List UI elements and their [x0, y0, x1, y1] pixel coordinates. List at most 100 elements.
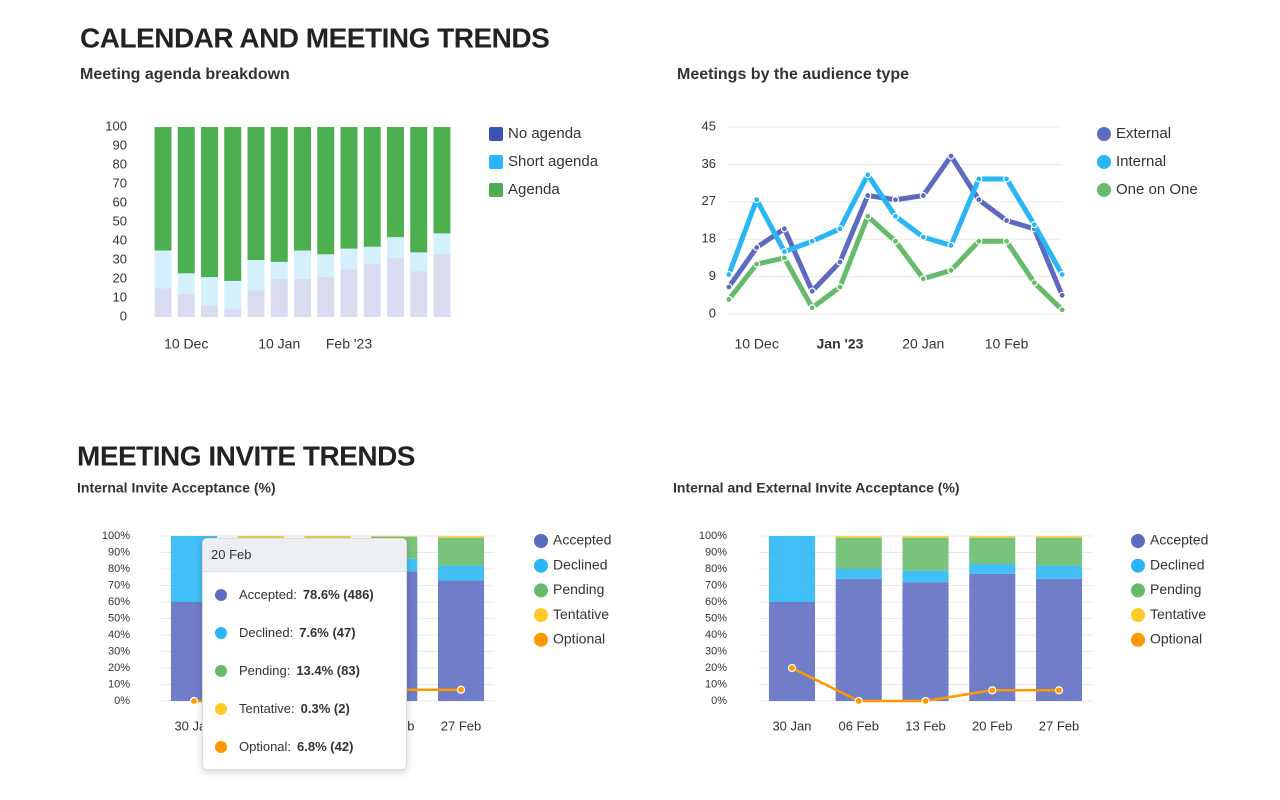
x-tick-label: 27 Feb	[1039, 718, 1079, 733]
tooltip-marker	[215, 741, 227, 753]
legend-label: Pending	[1150, 581, 1201, 597]
legend-marker	[1131, 632, 1145, 647]
bar-segment	[386, 237, 404, 259]
bar-segment	[902, 570, 949, 583]
y-tick-label: 36	[702, 156, 716, 171]
tooltip: 20 Feb Accepted: 78.6% (486) Declined: 7.6%…	[202, 538, 407, 770]
legend-label: Declined	[553, 556, 607, 572]
y-tick-label: 90%	[705, 546, 727, 558]
tooltip-item: Declined: 7.6% (47)	[215, 623, 356, 643]
legend-marker	[1131, 608, 1145, 623]
bar-segment	[437, 537, 485, 566]
point	[975, 196, 983, 204]
bar-segment	[437, 536, 485, 538]
legend-marker	[489, 127, 503, 141]
y-tick-label: 0%	[114, 695, 130, 707]
bar-segment	[237, 536, 284, 538]
point	[1002, 237, 1011, 245]
bar-segment	[294, 127, 311, 251]
bar-segment	[437, 565, 485, 581]
point	[921, 696, 930, 706]
point	[836, 283, 844, 291]
point	[919, 233, 927, 241]
point	[1002, 216, 1011, 225]
bar-segment	[247, 260, 265, 291]
bar-segment	[768, 536, 816, 602]
x-tick-label: 30 Jan	[772, 718, 811, 733]
x-tick-label: 06 Feb	[838, 718, 878, 733]
y-tick-label: 60%	[108, 596, 130, 608]
y-tick-label: 100%	[699, 530, 727, 542]
legend-label: Optional	[1150, 631, 1202, 647]
legend-label: Optional	[553, 631, 605, 647]
legend-label: External	[1116, 125, 1171, 142]
bar-segment	[386, 127, 404, 238]
bar-segment	[902, 582, 949, 701]
x-tick-label: 20 Jan	[902, 336, 944, 352]
point	[456, 685, 466, 694]
bar-segment	[177, 273, 195, 295]
tooltip-item: Optional: 6.8% (42)	[215, 737, 353, 757]
legend-label: Agenda	[508, 181, 560, 198]
bar-segment	[433, 233, 451, 255]
bar-segment	[270, 279, 288, 317]
y-tick-label: 50	[113, 213, 127, 228]
bar-segment	[433, 254, 451, 317]
bar-segment	[969, 536, 1016, 538]
y-tick-label: 100%	[102, 530, 130, 542]
point	[919, 191, 927, 200]
bar-segment	[969, 573, 1016, 701]
bar-segment	[433, 127, 451, 234]
bar-segment	[768, 602, 816, 701]
bar-segment	[340, 269, 358, 317]
bar-segment	[177, 294, 195, 317]
x-tick-label: 27 Feb	[441, 718, 481, 733]
tooltip-value: 13.4% (83)	[296, 663, 360, 678]
bar-segment	[317, 277, 335, 317]
y-tick-label: 80	[113, 156, 127, 171]
tooltip-label: Tentative:	[239, 701, 295, 716]
legend-label: Tentative	[1150, 606, 1206, 622]
point	[947, 241, 955, 250]
x-tick-label: 10 Dec	[164, 336, 208, 352]
point	[753, 196, 761, 204]
point	[808, 304, 816, 312]
point	[947, 266, 955, 274]
tooltip-value: 78.6% (486)	[302, 587, 374, 602]
tooltip-label: Accepted:	[239, 587, 297, 602]
bar-segment	[902, 536, 949, 538]
bar-segment	[363, 127, 381, 247]
bar-segment	[340, 248, 358, 270]
point	[988, 686, 997, 695]
y-tick-label: 20	[113, 270, 127, 285]
point	[891, 196, 900, 204]
bar-segment	[270, 127, 288, 262]
legend-marker	[534, 534, 548, 548]
bar-segment	[835, 578, 882, 701]
bar-segment	[410, 252, 428, 272]
point	[1058, 291, 1066, 299]
legend-marker	[489, 183, 503, 197]
point	[947, 152, 955, 160]
point	[1002, 175, 1011, 183]
legend-label: One on One	[1116, 181, 1198, 198]
point	[808, 237, 816, 245]
legend-label: Pending	[553, 581, 604, 597]
legend-marker	[489, 155, 503, 169]
point	[919, 275, 927, 283]
legend-label: Internal	[1116, 153, 1166, 170]
y-tick-label: 70	[113, 175, 127, 190]
y-tick-label: 10	[113, 289, 127, 304]
legend-label: Accepted	[553, 532, 611, 548]
y-tick-label: 40%	[108, 629, 130, 641]
tooltip-marker	[215, 665, 227, 677]
bar-segment	[177, 127, 195, 274]
y-tick-label: 30%	[108, 645, 130, 657]
bar-segment	[1035, 537, 1083, 566]
point	[753, 243, 761, 252]
tooltip-label: Pending:	[239, 663, 291, 678]
legend-marker	[1097, 155, 1111, 169]
point	[780, 254, 789, 262]
